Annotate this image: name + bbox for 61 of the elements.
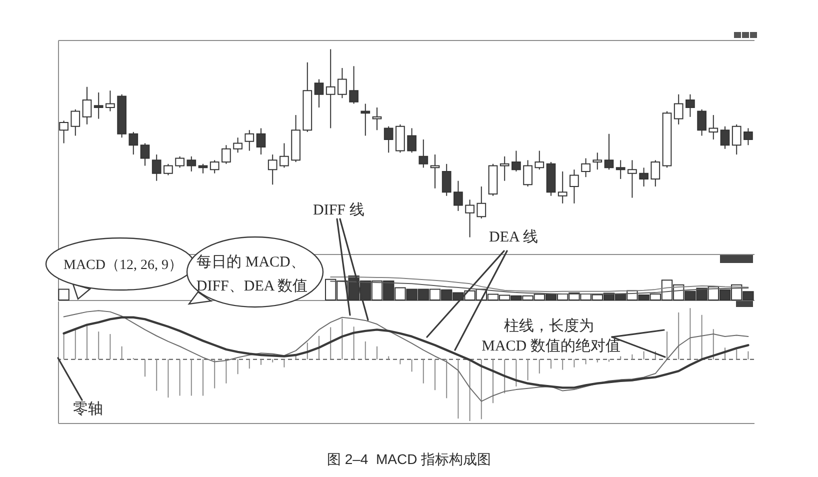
candlestick [720,126,730,150]
candlestick [256,128,266,156]
candlestick [708,114,718,140]
candlestick [338,68,347,99]
candlestick [70,108,80,136]
candlestick [674,94,684,125]
annotation: DEA 线 [489,230,538,246]
annotation: MACD 数值的绝对值 [482,338,620,354]
candlestick [152,154,162,182]
candlestick [210,160,220,174]
bar [58,288,70,300]
candlestick [175,156,184,168]
candlestick [650,160,660,187]
caption: 图 2–4 MACD 指标构成图 [326,451,492,467]
candlestick [639,167,648,187]
candlestick [360,103,370,136]
candlestick [349,66,358,104]
candlestick [140,142,150,166]
text: 每日的 MACD、 [196,254,306,270]
candlestick [233,137,242,154]
candlestick [384,126,394,154]
candlestick [616,160,626,180]
text: MACD（12, 26, 9） [63,258,183,273]
candlestick [454,180,463,212]
candlestick [732,124,742,156]
candlestick [407,128,416,154]
candlestick [686,94,695,118]
candlestick [244,130,254,152]
annotation: DIFF 线 [313,202,364,218]
annotation: 柱线，长度为 [504,318,594,334]
candlestick [418,138,428,168]
candlestick [512,150,521,172]
candlestick [128,131,138,156]
candlestick [604,133,614,170]
candlestick [523,160,532,187]
candlestick [697,108,706,136]
candlestick [500,156,510,182]
candlestick [186,156,196,172]
candlestick [268,154,278,186]
candlestick [164,163,173,176]
annotation: DIFF、DEA 数值 [196,278,308,294]
candlestick [82,86,92,125]
candlestick [558,170,568,204]
candlestick [442,163,452,196]
candlestick [534,150,544,170]
candlestick [465,199,474,238]
candlestick [106,90,115,112]
candlestick [581,158,590,178]
candlestick [280,142,289,168]
annotation: 零轴 [73,402,103,418]
candlestick [372,107,382,131]
candlestick [570,169,579,204]
candlestick [476,186,486,219]
candlestick [628,160,637,198]
candlestick [59,120,68,144]
candlestick [326,48,336,129]
candlestick [94,92,104,120]
candlestick [222,144,231,164]
candlestick [744,128,753,146]
candlestick [592,152,602,170]
candlestick [314,78,324,108]
